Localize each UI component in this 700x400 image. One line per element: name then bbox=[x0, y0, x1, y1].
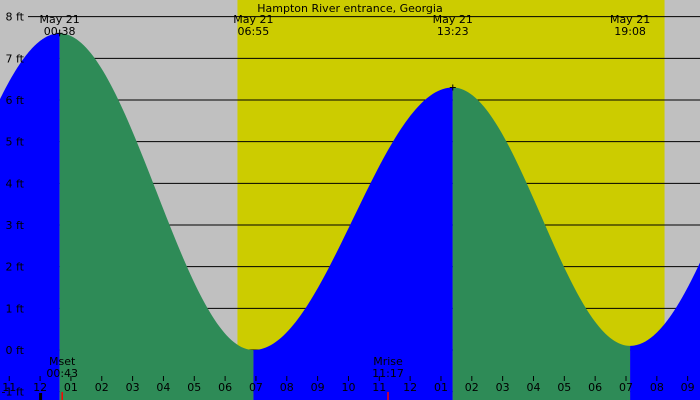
hour-tick-label: 04 bbox=[526, 381, 540, 394]
y-tick-label: 7 ft bbox=[6, 52, 25, 65]
hour-tick-label: 03 bbox=[126, 381, 140, 394]
y-tick-label: 1 ft bbox=[6, 302, 25, 315]
hour-tick-label: 10 bbox=[341, 381, 355, 394]
y-tick-label: 3 ft bbox=[6, 219, 25, 232]
hour-tick-label: 12 bbox=[33, 381, 47, 394]
hour-tick-label: 03 bbox=[496, 381, 510, 394]
hour-tick-label: 02 bbox=[465, 381, 479, 394]
hour-tick-label: 05 bbox=[187, 381, 201, 394]
extreme-time-label: 19:08 bbox=[614, 25, 646, 38]
y-axis: 8 ft 7 ft 6 ft 5 ft 4 ft 3 ft 2 ft 1 ft 0 ft -1 f… bbox=[2, 11, 25, 399]
extreme-time-label: 06:55 bbox=[238, 25, 270, 38]
falling-tide-segment bbox=[59, 33, 254, 400]
hour-tick-label: 07 bbox=[619, 381, 633, 394]
hour-tick-label: 01 bbox=[64, 381, 78, 394]
extreme-date-label: May 21 bbox=[39, 13, 79, 26]
chart-title: Hampton River entrance, Georgia bbox=[257, 2, 442, 15]
x-axis: 11 12 01 02 03 04 05 06 07 08 09 10 11 12 01 02 03 04 05 06… bbox=[2, 376, 695, 400]
hour-tick-label: 09 bbox=[311, 381, 325, 394]
falling-tide-segment bbox=[452, 87, 631, 400]
hour-tick-label: 08 bbox=[280, 381, 294, 394]
extreme-date-label: May 21 bbox=[610, 13, 650, 26]
hour-tick-label: 08 bbox=[650, 381, 664, 394]
y-tick-label: 2 ft bbox=[6, 261, 25, 274]
hour-tick-label: 01 bbox=[434, 381, 448, 394]
y-tick-label: 0 ft bbox=[6, 344, 25, 357]
hour-tick-label: 11 bbox=[2, 381, 16, 394]
extreme-date-label: May 21 bbox=[233, 13, 273, 26]
rising-tide-segment bbox=[253, 87, 453, 400]
hour-tick-label: 12 bbox=[403, 381, 417, 394]
rising-tide-segment bbox=[630, 262, 700, 400]
moon-event-label: Mrise bbox=[373, 355, 403, 368]
hour-tick-label: 06 bbox=[588, 381, 602, 394]
hour-tick-label: 02 bbox=[95, 381, 109, 394]
y-tick-label: -1 ft bbox=[2, 386, 25, 399]
y-tick-label: 4 ft bbox=[6, 177, 25, 190]
moon-event-time: 00:43 bbox=[46, 367, 78, 380]
extreme-date-label: May 21 bbox=[433, 13, 473, 26]
hour-tick-label: 09 bbox=[681, 381, 695, 394]
hour-tick-label: 11 bbox=[372, 381, 386, 394]
rising-tide-segment bbox=[0, 33, 60, 400]
y-tick-label: 6 ft bbox=[6, 94, 25, 107]
extreme-time-label: 13:23 bbox=[437, 25, 469, 38]
hour-tick-label: 06 bbox=[218, 381, 232, 394]
hour-tick-label: 07 bbox=[249, 381, 263, 394]
midnight-marker bbox=[39, 393, 43, 400]
y-tick-label: 5 ft bbox=[6, 136, 25, 149]
y-tick-label: 8 ft bbox=[6, 11, 25, 24]
tide-area bbox=[0, 33, 700, 400]
moon-event-time: 11:17 bbox=[372, 367, 404, 380]
moon-event-label: Mset bbox=[49, 355, 76, 368]
hour-tick-label: 04 bbox=[156, 381, 170, 394]
hour-tick-label: 05 bbox=[557, 381, 571, 394]
